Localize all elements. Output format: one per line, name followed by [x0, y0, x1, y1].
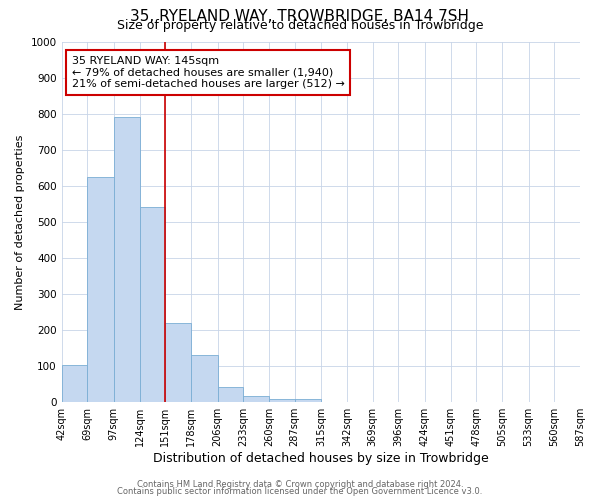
X-axis label: Distribution of detached houses by size in Trowbridge: Distribution of detached houses by size …: [153, 452, 488, 465]
Text: Contains public sector information licensed under the Open Government Licence v3: Contains public sector information licen…: [118, 487, 482, 496]
Text: Size of property relative to detached houses in Trowbridge: Size of property relative to detached ho…: [117, 19, 483, 32]
Bar: [218, 387, 243, 402]
Bar: [140, 208, 165, 402]
Text: 35, RYELAND WAY, TROWBRIDGE, BA14 7SH: 35, RYELAND WAY, TROWBRIDGE, BA14 7SH: [131, 9, 470, 24]
Bar: [165, 323, 191, 402]
Text: 35 RYELAND WAY: 145sqm
← 79% of detached houses are smaller (1,940)
21% of semi-: 35 RYELAND WAY: 145sqm ← 79% of detached…: [72, 56, 345, 89]
Bar: [62, 366, 87, 402]
Bar: [295, 398, 321, 402]
Y-axis label: Number of detached properties: Number of detached properties: [15, 134, 25, 310]
Bar: [114, 117, 140, 402]
Bar: [87, 177, 114, 402]
Text: Contains HM Land Registry data © Crown copyright and database right 2024.: Contains HM Land Registry data © Crown c…: [137, 480, 463, 489]
Bar: [269, 398, 295, 402]
Bar: [191, 354, 218, 402]
Bar: [243, 396, 269, 402]
